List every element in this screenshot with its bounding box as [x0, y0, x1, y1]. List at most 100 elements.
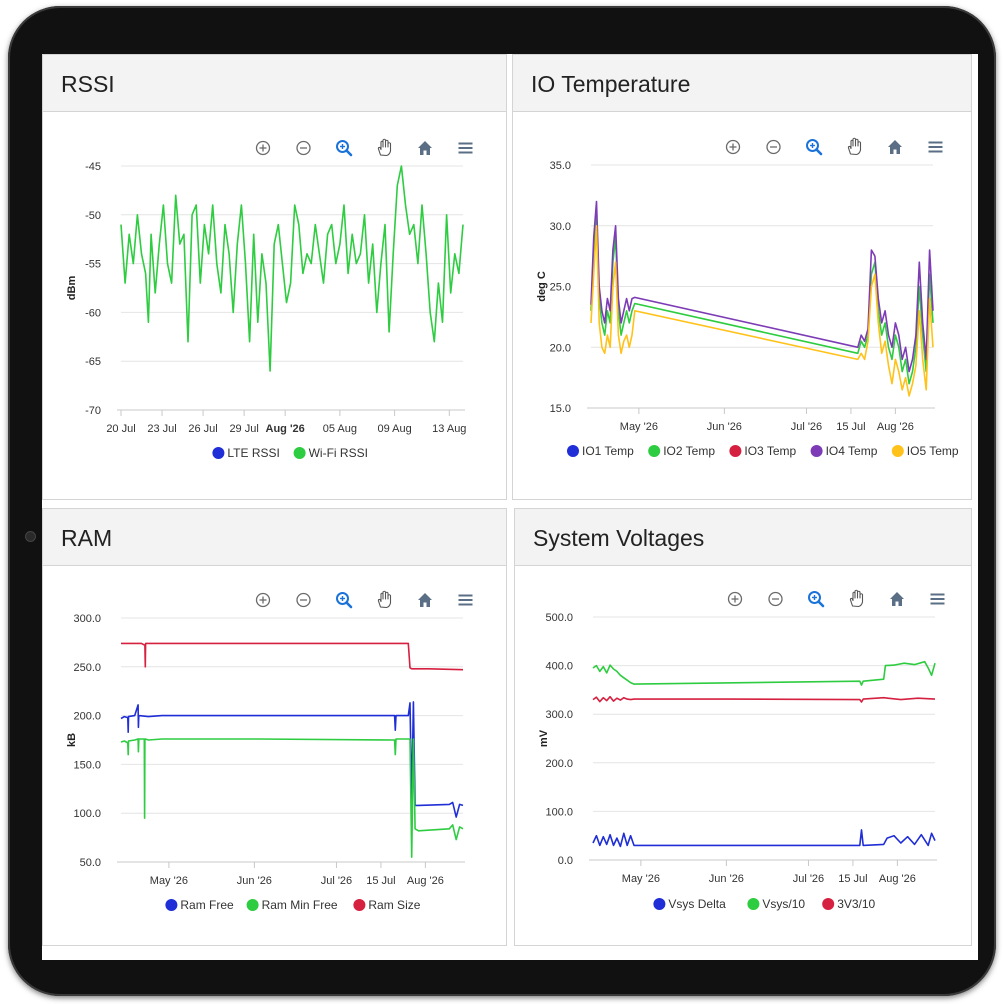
- y-axis-label: deg C: [536, 271, 548, 302]
- y-tick-label: 100.0: [73, 808, 101, 820]
- x-tick-label: 15 Jul: [838, 873, 867, 885]
- legend-swatch: [747, 898, 760, 910]
- home-icon[interactable]: [890, 592, 904, 606]
- legend-swatch: [810, 445, 823, 457]
- legend-item-io3-temp[interactable]: IO3 Temp: [729, 444, 797, 458]
- legend-label: Vsys Delta: [668, 897, 726, 911]
- circle-shape: [296, 140, 311, 156]
- y-tick-label: 200.0: [73, 711, 101, 723]
- x-tick-label: 15 Jul: [366, 875, 395, 887]
- legend-item-io5-temp[interactable]: IO5 Temp: [891, 444, 959, 458]
- legend-swatch: [822, 898, 835, 910]
- pan-hand-icon[interactable]: [849, 589, 864, 608]
- legend-item-io1-temp[interactable]: IO1 Temp: [567, 444, 634, 458]
- pan-hand-icon[interactable]: [377, 138, 392, 157]
- circle-shape: [725, 139, 741, 155]
- x-tick-label: 15 Jul: [836, 421, 865, 433]
- legend-label: IO1 Temp: [582, 444, 634, 458]
- y-tick-label: 400.0: [545, 661, 573, 673]
- zoom-select-icon[interactable]: [336, 140, 353, 157]
- x-tick-label: 13 Aug: [432, 423, 466, 435]
- home-icon[interactable]: [418, 593, 432, 607]
- series-line-ram-size: [121, 642, 464, 671]
- legend-item-lte-rssi[interactable]: LTE RSSI: [212, 446, 280, 460]
- zoom-in-icon[interactable]: [255, 592, 271, 608]
- menu-icon[interactable]: [458, 594, 473, 606]
- zoom-select-icon[interactable]: [336, 592, 353, 609]
- y-tick-label: 100.0: [545, 806, 573, 818]
- legend-item-vsys-10[interactable]: Vsys/10: [747, 897, 805, 911]
- legend-swatch: [212, 447, 225, 459]
- legend-item-3v3-10[interactable]: 3V3/10: [822, 897, 876, 911]
- x-tick-label: Jun '26: [709, 873, 744, 885]
- zoom-select-icon[interactable]: [806, 139, 823, 156]
- y-axis-label: dBm: [66, 276, 78, 301]
- house-shape: [418, 141, 432, 155]
- handle-shape: [345, 601, 353, 609]
- house-shape: [418, 593, 432, 607]
- legend-swatch: [729, 445, 742, 457]
- series-line-wi-fi-rssi: [120, 165, 464, 372]
- y-tick-label: 25.0: [550, 282, 571, 294]
- legend-swatch: [293, 447, 306, 459]
- hand-shape: [849, 589, 864, 608]
- y-tick-label: 200.0: [545, 758, 573, 770]
- y-tick-label: -65: [85, 356, 101, 368]
- legend-swatch: [648, 445, 661, 457]
- series-line-ram-free: [120, 701, 464, 818]
- legend-item-io4-temp[interactable]: IO4 Temp: [810, 444, 878, 458]
- zoom-in-icon[interactable]: [255, 140, 271, 156]
- legend-item-vsys-delta[interactable]: Vsys Delta: [653, 897, 726, 911]
- menu-icon[interactable]: [928, 141, 943, 153]
- menu-icon[interactable]: [458, 142, 473, 154]
- legend-swatch: [246, 899, 259, 911]
- legend-swatch: [165, 899, 178, 911]
- menu-icon[interactable]: [930, 593, 945, 605]
- legend-item-ram-free[interactable]: Ram Free: [165, 898, 234, 912]
- series-line-3v3-10: [592, 695, 936, 703]
- x-tick-label: 29 Jul: [229, 423, 258, 435]
- ram-chart[interactable]: 300.0 250.0 200.0 150.0 100.0 50.0 May '26 Jun …: [43, 566, 506, 945]
- pan-hand-icon[interactable]: [847, 137, 862, 156]
- hand-shape: [377, 590, 392, 609]
- legend-item-ram-min-free[interactable]: Ram Min Free: [246, 898, 338, 912]
- zoom-in-icon[interactable]: [727, 591, 743, 607]
- handle-shape: [345, 149, 353, 157]
- x-tick-label: 05 Aug: [323, 423, 357, 435]
- y-tick-label: -50: [85, 210, 101, 222]
- handle-shape: [815, 148, 823, 156]
- zoom-out-icon[interactable]: [296, 592, 311, 608]
- circle-shape: [727, 591, 743, 607]
- zoom-out-icon[interactable]: [766, 139, 781, 155]
- lens-shape: [336, 592, 349, 605]
- zoom-in-icon[interactable]: [725, 139, 741, 155]
- legend-label: IO5 Temp: [907, 444, 959, 458]
- io-temperature-chart[interactable]: 35.0 30.0 25.0 20.0 15.0 May '26 Jun '26 Jul '2…: [513, 112, 971, 499]
- y-tick-label: 0.0: [558, 855, 573, 867]
- x-tick-label: Jun '26: [707, 421, 742, 433]
- legend-label: 3V3/10: [837, 897, 875, 911]
- system-voltages-panel: System Voltages 500.0 400.0 300.0 200.0 100.…: [514, 508, 972, 946]
- legend-label: LTE RSSI: [227, 446, 279, 460]
- zoom-out-icon[interactable]: [296, 140, 311, 156]
- legend-swatch: [567, 445, 579, 457]
- home-icon[interactable]: [888, 140, 902, 154]
- pan-hand-icon[interactable]: [377, 590, 392, 609]
- home-icon[interactable]: [418, 141, 432, 155]
- circle-shape: [296, 592, 311, 608]
- series-line-ram-min-free: [120, 738, 464, 858]
- x-tick-label: 09 Aug: [377, 423, 411, 435]
- rssi-chart[interactable]: -45 -50 -55 -60 -65 -70 20 Jul 23 Jul 26 Jul 29 J…: [43, 112, 506, 499]
- legend-label: Ram Size: [368, 898, 420, 912]
- zoom-select-icon[interactable]: [808, 591, 825, 608]
- y-tick-label: -55: [85, 259, 101, 271]
- lens-shape: [808, 591, 821, 604]
- legend-item-io2-temp[interactable]: IO2 Temp: [648, 444, 715, 458]
- zoom-out-icon[interactable]: [768, 591, 783, 607]
- y-tick-label: 300.0: [545, 709, 573, 721]
- lens-shape: [336, 140, 349, 153]
- legend-label: IO4 Temp: [826, 444, 878, 458]
- system-voltages-chart[interactable]: 500.0 400.0 300.0 200.0 100.0 0.0 May '26 Jun '…: [515, 566, 971, 945]
- legend-item-wi-fi-rssi[interactable]: Wi-Fi RSSI: [293, 446, 368, 460]
- legend-item-ram-size[interactable]: Ram Size: [353, 898, 421, 912]
